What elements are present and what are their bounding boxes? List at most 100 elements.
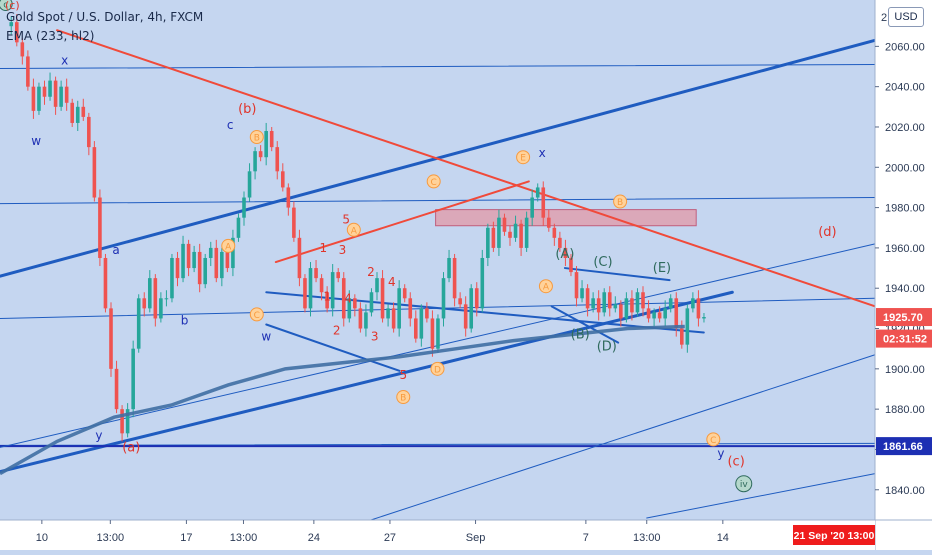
candle-body — [147, 278, 152, 309]
candle-body — [391, 308, 396, 329]
candle-body — [696, 298, 701, 319]
date-label: 21 Sep '20 13:00 — [794, 530, 875, 542]
candle-body — [109, 308, 113, 369]
trendline-blue — [0, 442, 876, 446]
candle-body — [20, 42, 25, 57]
candle-body — [375, 278, 379, 293]
candle-body — [691, 298, 695, 309]
candle-body — [81, 106, 86, 117]
candle-body — [264, 131, 268, 158]
circled-wave-label: D — [434, 365, 441, 375]
y-tick-label: 1900.00 — [885, 364, 925, 376]
circled-wave-marker — [0, 0, 13, 12]
candle-body — [197, 251, 202, 285]
candle-body — [591, 298, 595, 309]
circled-wave-label: iv — [740, 480, 749, 490]
candle-body — [364, 312, 368, 329]
candle-body — [596, 298, 601, 313]
wave-label: w — [31, 134, 41, 148]
x-tick-label: 13:00 — [97, 532, 125, 544]
circled-wave-label: C — [254, 311, 260, 321]
circled-wave-marker — [538, 279, 553, 294]
candle-body — [258, 151, 263, 158]
trendline-blue — [0, 297, 876, 319]
price-label: 1925.70 — [883, 312, 923, 324]
candle-body — [175, 257, 180, 279]
candle-body — [325, 292, 329, 309]
wave-label: 3 — [339, 243, 347, 257]
circled-wave-label: C — [710, 436, 716, 446]
candle-body — [624, 298, 629, 319]
circled-wave-marker — [430, 361, 445, 376]
candle-body — [441, 278, 446, 319]
ema-line — [0, 324, 685, 476]
candle-body — [330, 272, 335, 309]
candle-body — [463, 304, 468, 329]
wave-label: 4 — [344, 291, 352, 305]
candle-body — [652, 312, 656, 319]
candle-body — [336, 272, 341, 279]
circled-wave-marker — [735, 475, 753, 493]
candle-body — [186, 243, 191, 269]
candle-body — [9, 22, 14, 27]
wave-label: 4 — [388, 275, 396, 289]
candle-body — [425, 308, 429, 319]
candle-body — [103, 257, 108, 309]
top-left-wave-label: (c) — [5, 0, 20, 12]
candle-body — [181, 243, 185, 279]
x-tick-label: 7 — [583, 532, 589, 544]
candle-body — [674, 298, 679, 329]
ema-indicator-label[interactable]: EMA (233, hl2) — [6, 29, 95, 43]
candle-body — [447, 257, 451, 279]
trendline-red — [56, 29, 876, 308]
circled-wave-marker — [249, 130, 264, 145]
candle-body — [314, 268, 318, 279]
candle-body — [59, 86, 63, 107]
candle-body — [585, 288, 590, 309]
circled-wave-label: A — [225, 242, 232, 252]
wave-label: (d) — [818, 225, 836, 240]
trendline-blue — [370, 354, 876, 521]
x-tick-label: 27 — [384, 532, 396, 544]
wave-label: 1 — [320, 241, 328, 255]
circled-wave-label: B — [254, 134, 260, 144]
candle-body — [469, 288, 474, 329]
candle-body — [546, 217, 551, 228]
x-tick-label: 14 — [717, 532, 729, 544]
candle-body — [353, 298, 357, 309]
wave-label: b — [181, 313, 189, 327]
wave-label: (A) — [555, 247, 574, 262]
candle-body — [26, 56, 30, 87]
candle-body — [280, 171, 285, 188]
y-tick-label: 1940.00 — [885, 283, 925, 295]
currency-button[interactable]: USD — [888, 7, 924, 27]
y-tick-label: 1960.00 — [885, 243, 925, 255]
y-tick-label: 2000.00 — [885, 162, 925, 174]
candle-body — [480, 257, 485, 309]
candle-body — [663, 308, 667, 319]
candle-body — [574, 272, 579, 299]
y-tick-label: 2020.00 — [885, 122, 925, 134]
x-tick-label: 13:00 — [230, 532, 258, 544]
candle-body — [275, 147, 280, 172]
candle-body — [319, 278, 324, 293]
candle-body — [231, 237, 235, 269]
candle-body — [70, 102, 75, 123]
candle-body — [347, 298, 352, 319]
price-label: 1861.66 — [883, 441, 923, 453]
trendline-blue — [0, 290, 734, 474]
candle-body — [535, 187, 540, 198]
circled-wave-marker — [706, 432, 721, 447]
wave-label: 5 — [399, 368, 407, 382]
candle-body — [269, 131, 274, 148]
resistance-zone — [435, 209, 697, 227]
candle-body — [541, 187, 546, 218]
trendline-blue — [0, 63, 876, 70]
price-label: 02:31:52 — [883, 334, 927, 346]
trendline-blue — [550, 305, 620, 344]
circled-wave-marker — [346, 222, 361, 237]
candle-body — [164, 298, 169, 300]
wave-label: 2 — [333, 324, 341, 338]
